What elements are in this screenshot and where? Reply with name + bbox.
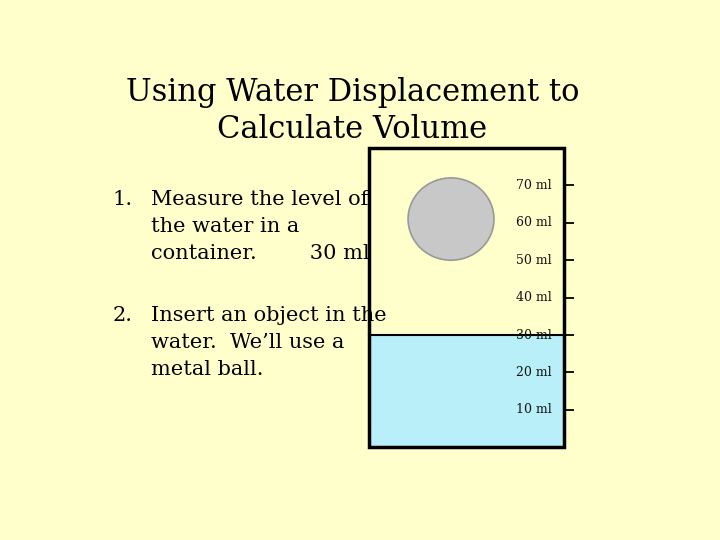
- Text: Insert an object in the
water.  We’ll use a
metal ball.: Insert an object in the water. We’ll use…: [151, 306, 387, 380]
- Text: 60 ml: 60 ml: [516, 217, 552, 230]
- Text: 10 ml: 10 ml: [516, 403, 552, 416]
- Text: Measure the level of
the water in a
container.        30 ml: Measure the level of the water in a cont…: [151, 190, 370, 263]
- Text: Using Water Displacement to
Calculate Volume: Using Water Displacement to Calculate Vo…: [125, 77, 579, 145]
- Text: 1.: 1.: [112, 190, 132, 208]
- Bar: [369, 335, 564, 447]
- Text: 50 ml: 50 ml: [516, 254, 552, 267]
- Ellipse shape: [408, 178, 494, 260]
- Text: 40 ml: 40 ml: [516, 291, 552, 304]
- Text: 70 ml: 70 ml: [516, 179, 552, 192]
- Bar: [369, 148, 564, 447]
- Text: 30 ml: 30 ml: [516, 328, 552, 342]
- Text: 20 ml: 20 ml: [516, 366, 552, 379]
- Text: 2.: 2.: [112, 306, 132, 325]
